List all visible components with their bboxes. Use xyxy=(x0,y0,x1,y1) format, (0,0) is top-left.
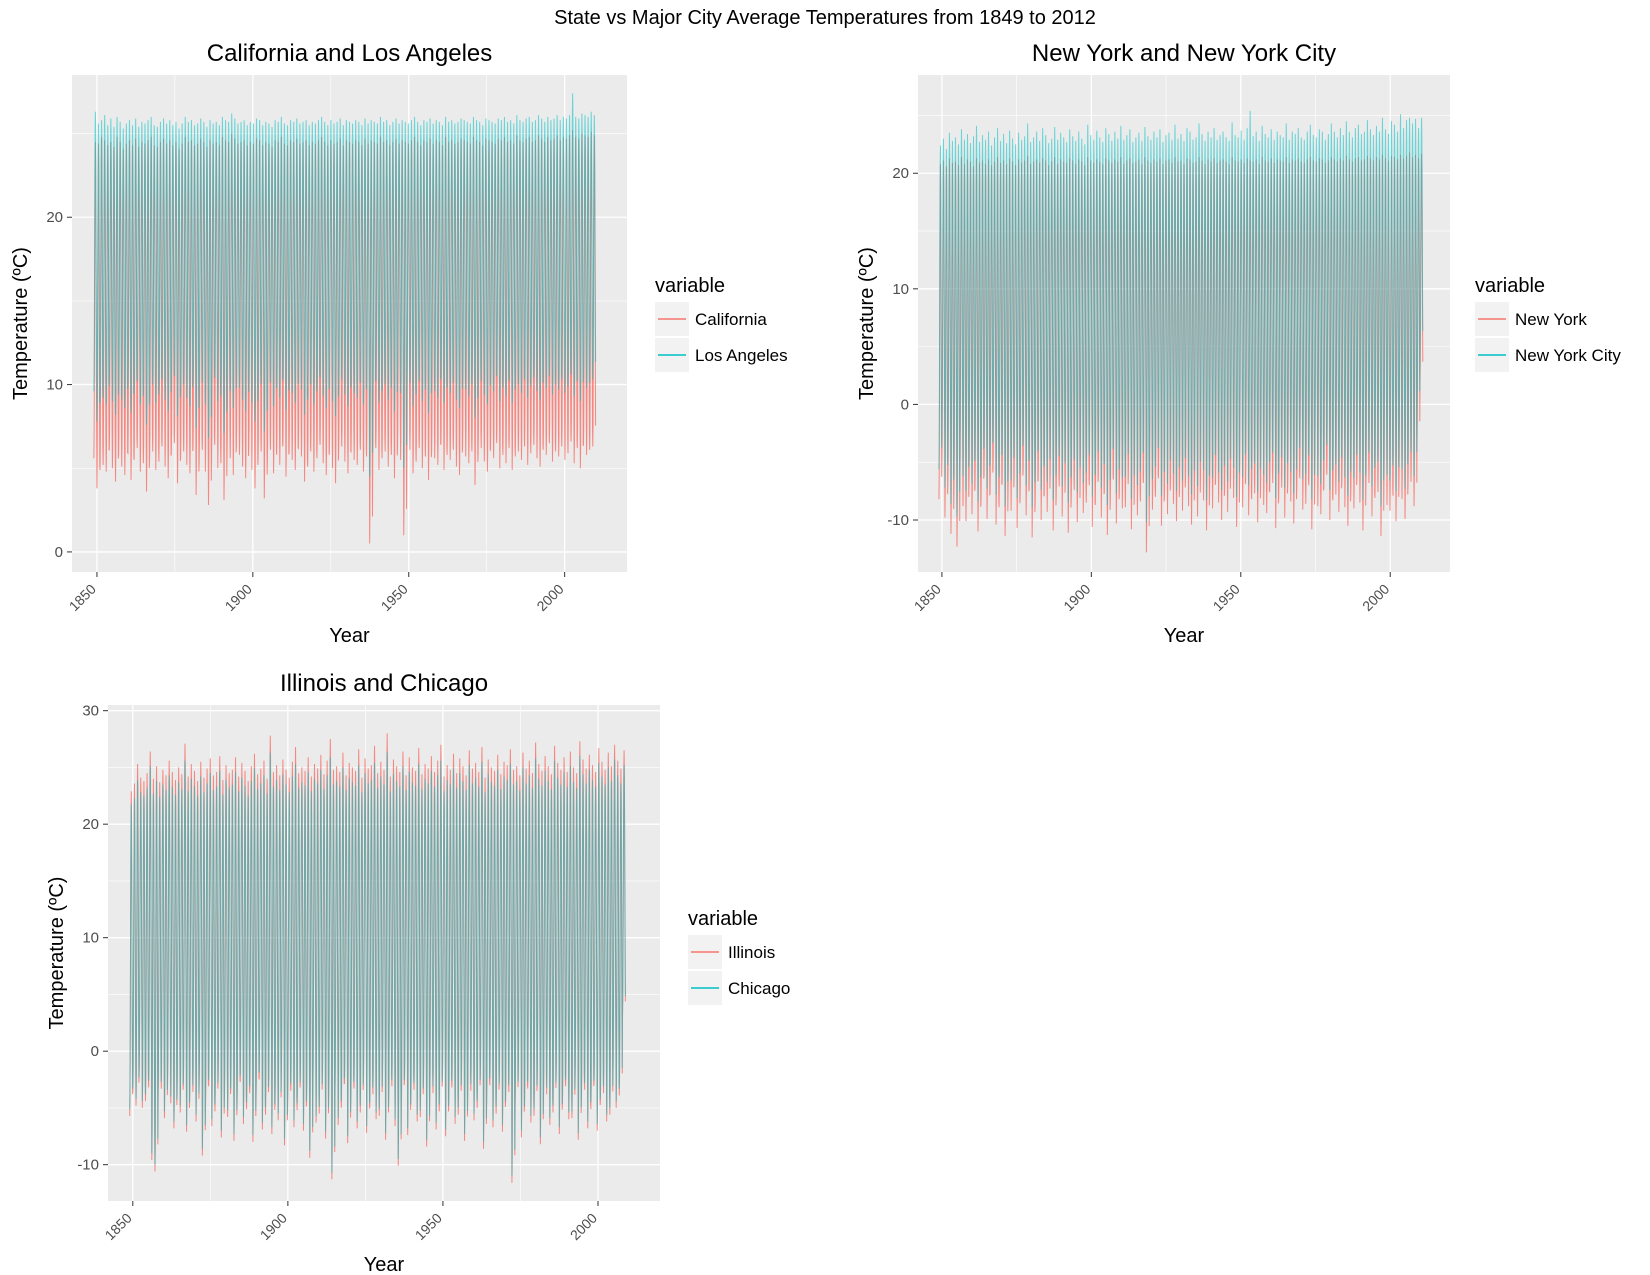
legend: variable Illinois Chicago xyxy=(688,908,790,1005)
legend: variable New York New York City xyxy=(1475,275,1621,372)
legend-label: Illinois xyxy=(728,943,775,962)
legend-label: California xyxy=(695,310,767,329)
y-tick-label: 0 xyxy=(91,1043,99,1060)
y-tick-label: 20 xyxy=(82,816,99,833)
y-tick-label: 20 xyxy=(46,209,63,226)
legend-label: Chicago xyxy=(728,979,790,998)
legend-title: variable xyxy=(688,908,758,930)
y-tick-label: 30 xyxy=(82,703,99,720)
legend-label: New York City xyxy=(1515,346,1621,365)
series-line-city xyxy=(129,751,626,1177)
figure-title: State vs Major City Average Temperatures… xyxy=(554,7,1096,29)
series-line-state xyxy=(93,130,597,544)
y-axis-label: Temperature (ºC) xyxy=(856,247,878,400)
panel-title: Illinois and Chicago xyxy=(280,670,488,697)
legend: variable California Los Angeles xyxy=(655,275,788,372)
panel-title: New York and New York City xyxy=(1032,40,1336,67)
y-tick-label: 10 xyxy=(46,377,63,394)
panel-title: California and Los Angeles xyxy=(207,40,493,67)
y-tick-label: 0 xyxy=(901,396,909,413)
x-axis-label: Year xyxy=(1164,625,1205,647)
y-axis-label: Temperature (ºC) xyxy=(10,247,32,400)
y-tick-label: 10 xyxy=(82,930,99,947)
series-line-city xyxy=(93,93,597,477)
legend-title: variable xyxy=(1475,275,1545,297)
y-tick-label: 0 xyxy=(55,544,63,561)
x-axis-label: Year xyxy=(329,625,370,647)
legend-title: variable xyxy=(655,275,725,297)
y-tick-label: 20 xyxy=(892,165,909,182)
series-line-city xyxy=(938,110,1424,523)
y-tick-label: 10 xyxy=(892,281,909,298)
y-axis-label: Temperature (ºC) xyxy=(46,877,68,1030)
legend-label: New York xyxy=(1515,310,1587,329)
x-axis-label: Year xyxy=(364,1254,405,1275)
legend-label: Los Angeles xyxy=(695,346,788,365)
y-tick-label: -10 xyxy=(887,512,909,529)
y-tick-label: -10 xyxy=(77,1157,99,1174)
